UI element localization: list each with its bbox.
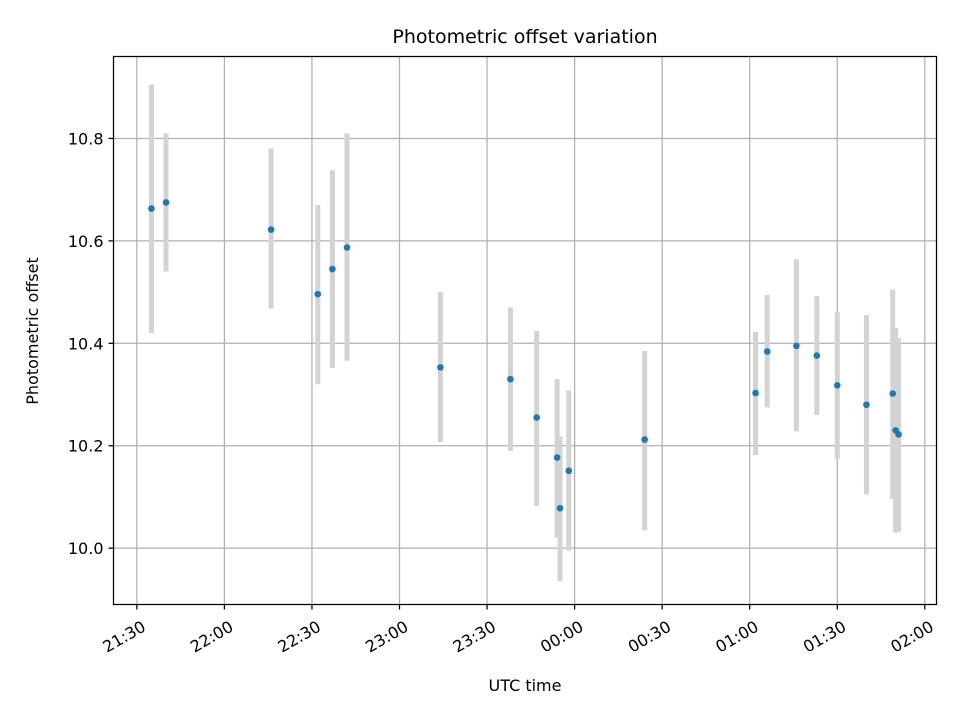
data-point bbox=[507, 375, 514, 383]
y-axis: 10.0 10.2 10.4 10.6 10.8 bbox=[68, 129, 114, 558]
data-point bbox=[863, 401, 870, 409]
data-point bbox=[162, 199, 170, 206]
data-point bbox=[437, 364, 444, 371]
data-point bbox=[533, 414, 540, 421]
data-point bbox=[833, 382, 841, 389]
data-point bbox=[329, 265, 336, 273]
x-tick-label: 22:30 bbox=[275, 617, 324, 657]
error-bars bbox=[148, 84, 902, 581]
data-point bbox=[343, 244, 351, 251]
data-point bbox=[889, 390, 897, 397]
x-axis-label: UTC time bbox=[489, 676, 562, 695]
plot-frame bbox=[112, 55, 938, 606]
y-tick-label: 10.4 bbox=[68, 334, 104, 353]
data-point bbox=[813, 352, 821, 359]
data-point bbox=[641, 436, 648, 443]
x-axis: 21:30 22:00 22:30 23:00 23:30 00:00 00:30 01:00… bbox=[99, 604, 937, 657]
data-point bbox=[793, 342, 800, 350]
x-tick-label: 23:30 bbox=[450, 617, 499, 657]
x-tick-label: 22:00 bbox=[187, 617, 236, 657]
y-tick-label: 10.8 bbox=[68, 129, 104, 148]
data-point bbox=[553, 454, 561, 461]
x-tick-label: 23:00 bbox=[362, 617, 411, 657]
data-point bbox=[556, 504, 564, 512]
data-point bbox=[763, 348, 771, 355]
grid bbox=[113, 56, 937, 605]
data-point bbox=[267, 226, 275, 233]
x-tick-label: 02:00 bbox=[887, 617, 936, 657]
y-axis-label: Photometric offset bbox=[23, 257, 42, 405]
data-point bbox=[314, 290, 322, 298]
chart-title: Photometric offset variation bbox=[392, 26, 657, 48]
y-tick-label: 10.0 bbox=[68, 539, 104, 558]
y-tick-label: 10.2 bbox=[68, 437, 104, 456]
data-point bbox=[895, 431, 902, 438]
data-points bbox=[148, 199, 902, 512]
data-point bbox=[148, 205, 155, 212]
x-tick-label: 01:30 bbox=[800, 617, 849, 657]
x-tick-label: 21:30 bbox=[99, 617, 148, 657]
data-point bbox=[565, 467, 573, 475]
x-tick-label: 00:00 bbox=[537, 617, 586, 657]
y-tick-label: 10.6 bbox=[68, 232, 104, 251]
data-point bbox=[752, 389, 759, 397]
x-tick-label: 00:30 bbox=[625, 617, 674, 657]
x-tick-label: 01:00 bbox=[712, 617, 761, 657]
